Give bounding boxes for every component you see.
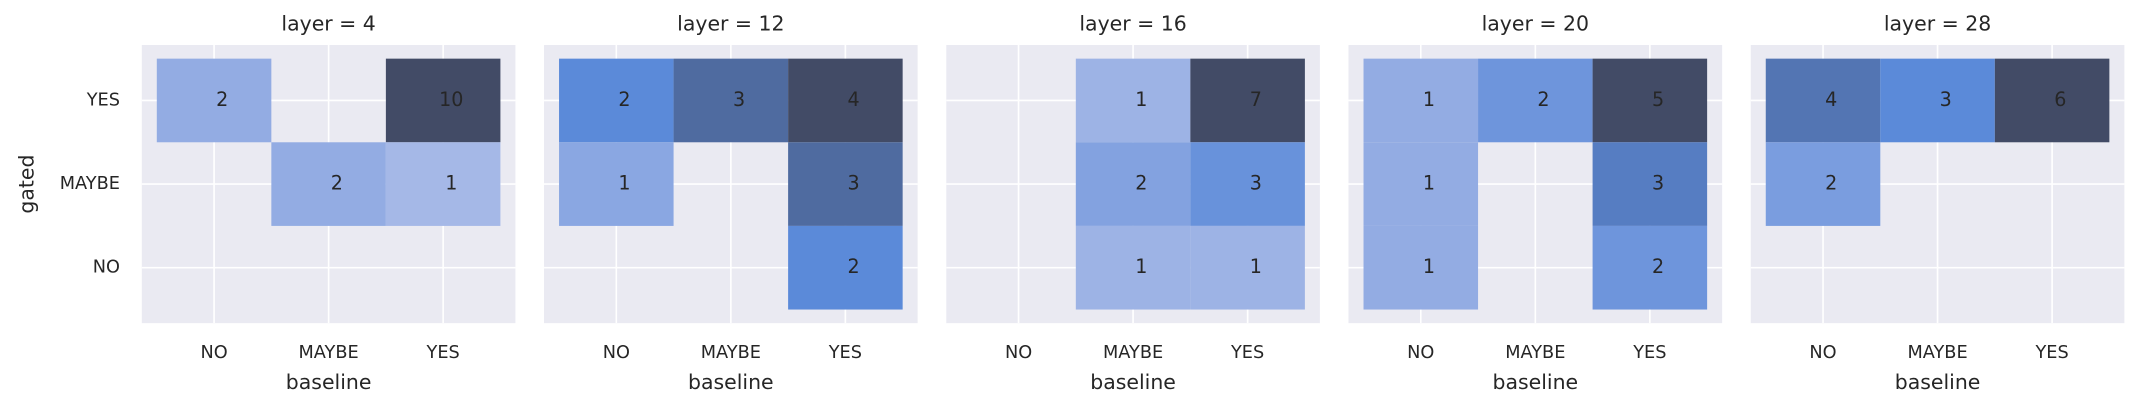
cell [1190, 142, 1305, 226]
facet-title: layer = 12 [677, 12, 784, 36]
cell-label: 1 [445, 173, 457, 195]
x-tick-label: MAYBE [1505, 343, 1565, 363]
x-tick-label: MAYBE [1103, 343, 1163, 363]
cell [673, 58, 789, 143]
facet: 4 3 6 2 NO MAYBE YES layer = 28 baseline [1750, 12, 2125, 394]
cell-label: 1 [1250, 256, 1262, 278]
cell [271, 142, 386, 226]
cell-label: 3 [847, 173, 859, 195]
cell [385, 58, 501, 143]
x-tick-label: YES [1632, 343, 1666, 363]
cell [1363, 58, 1479, 143]
cell [1765, 58, 1881, 143]
y-axis-label: gated [14, 155, 38, 214]
cell [788, 225, 903, 310]
cell-label: 4 [847, 89, 859, 111]
cell [1075, 142, 1191, 226]
cell-label: 3 [1250, 173, 1262, 195]
x-axis-label: baseline [1895, 370, 1981, 394]
cell [1765, 142, 1881, 226]
cell [1075, 58, 1191, 143]
cell [1363, 142, 1479, 226]
y-tick-label: YES [86, 90, 120, 110]
x-tick-label: MAYBE [701, 343, 761, 363]
facet: 2 10 2 1 NO MAYBE YES YES MAYBE NO layer = 4 baseli… [14, 12, 516, 394]
cell [1190, 225, 1305, 310]
cell-label: 3 [1940, 89, 1952, 111]
x-tick-label: MAYBE [298, 343, 358, 363]
cell [1075, 225, 1191, 310]
facet-title: layer = 20 [1482, 12, 1589, 36]
x-axis-label: baseline [1493, 370, 1579, 394]
x-tick-label: YES [2034, 343, 2068, 363]
cell-label: 4 [1825, 89, 1837, 111]
cell-label: 1 [1135, 89, 1147, 111]
cell-label: 2 [1652, 256, 1664, 278]
cell-label: 2 [331, 173, 343, 195]
cell-label: 1 [1135, 256, 1147, 278]
x-tick-label: NO [603, 343, 630, 363]
facet: 2 3 4 1 3 2 NO MAYBE YES layer = 12 baseline [544, 12, 918, 394]
facet: 1 7 2 3 1 1 NO MAYBE YES layer = 16 baseline [946, 12, 1320, 394]
y-tick-label: MAYBE [60, 174, 120, 194]
x-axis-label: baseline [688, 370, 774, 394]
cell-label: 5 [1652, 89, 1664, 111]
cell-label: 2 [1825, 173, 1837, 195]
cell [1363, 225, 1479, 310]
cell [559, 58, 674, 143]
cell-label: 10 [439, 89, 463, 111]
facet-title: layer = 28 [1884, 12, 1991, 36]
facet-title: layer = 4 [281, 12, 375, 36]
cell-label: 1 [1423, 89, 1435, 111]
cell [1478, 58, 1593, 143]
cell-label: 7 [1250, 89, 1262, 111]
y-tick-label: NO [93, 258, 120, 278]
cell [1592, 225, 1708, 310]
cell [788, 142, 903, 226]
x-axis-label: baseline [286, 370, 372, 394]
cell [1994, 58, 2110, 143]
facet-title: layer = 16 [1079, 12, 1186, 36]
cell-label: 2 [1135, 173, 1147, 195]
cell-label: 1 [1423, 256, 1435, 278]
cell [385, 142, 501, 226]
cell-label: 1 [618, 173, 630, 195]
x-tick-label: YES [1230, 343, 1264, 363]
cell-label: 6 [2054, 89, 2066, 111]
facet: 1 2 5 1 3 1 2 NO MAYBE YES layer = 20 baseline [1348, 12, 1723, 394]
x-tick-label: YES [828, 343, 862, 363]
cell [1190, 58, 1305, 143]
cell-label: 3 [1652, 173, 1664, 195]
cell [1592, 58, 1708, 143]
x-tick-label: NO [1005, 343, 1032, 363]
cell-label: 2 [847, 256, 859, 278]
cell-label: 2 [216, 89, 228, 111]
cell-label: 2 [1537, 89, 1549, 111]
cell-label: 2 [618, 89, 630, 111]
x-tick-label: MAYBE [1907, 343, 1967, 363]
cell [156, 58, 272, 143]
cell [1880, 58, 1995, 143]
cell [559, 142, 674, 226]
x-axis-label: baseline [1090, 370, 1176, 394]
cell-label: 1 [1423, 173, 1435, 195]
x-tick-label: NO [200, 343, 227, 363]
cell-label: 3 [733, 89, 745, 111]
cell [1592, 142, 1708, 226]
x-tick-label: YES [426, 343, 460, 363]
x-tick-label: NO [1809, 343, 1836, 363]
cell [788, 58, 903, 143]
x-tick-label: NO [1407, 343, 1434, 363]
